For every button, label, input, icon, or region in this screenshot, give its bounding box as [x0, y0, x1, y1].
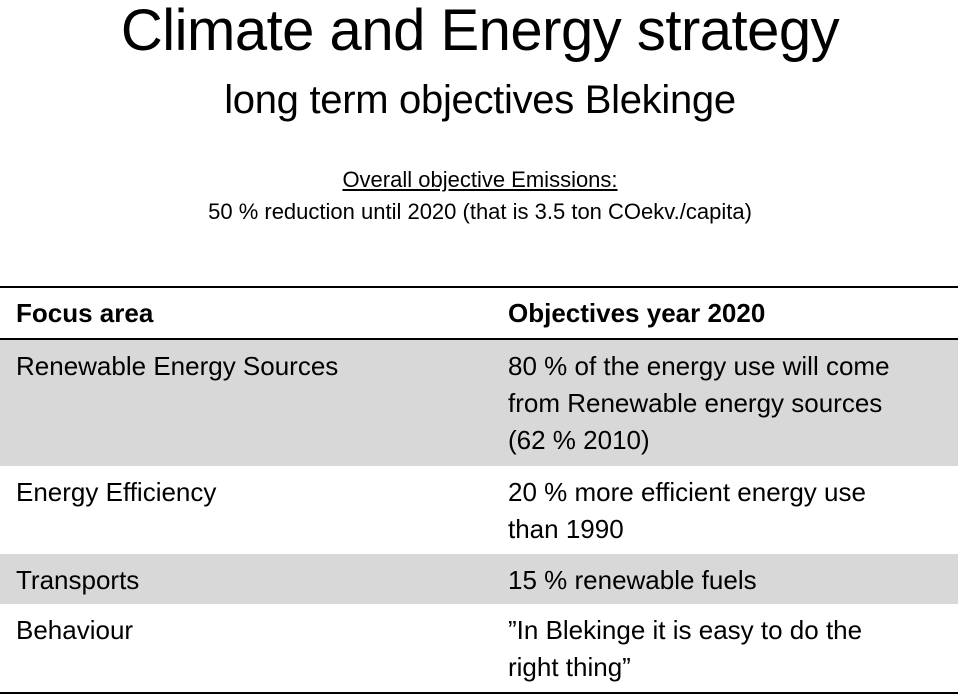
page-subtitle: long term objectives Blekinge [224, 78, 736, 122]
focus-area-cell: Energy Efficiency [16, 477, 217, 507]
objective-cell: 15 % renewable fuels [492, 554, 958, 604]
table-row: Transports 15 % renewable fuels [0, 554, 958, 604]
objective-line: 15 % renewable fuels [508, 565, 757, 595]
objective-line: ”In Blekinge it is easy to do the [508, 615, 863, 645]
objective-line: 80 % of the energy use will come [508, 351, 890, 381]
objective-line: 20 % more efficient energy use [508, 477, 866, 507]
table-row: Renewable Energy Sources 80 % of the ene… [0, 339, 958, 466]
column-header-focus-area: Focus area [0, 286, 492, 340]
objective-line: (62 % 2010) [508, 425, 650, 455]
overall-objective-text: 50 % reduction until 2020 (that is 3.5 t… [208, 199, 752, 224]
overall-objective-heading: Overall objective Emissions: [342, 167, 618, 192]
table-header-row: Focus area Objectives year 2020 [0, 286, 958, 340]
objective-line: right thing” [508, 652, 631, 682]
focus-area-cell: Behaviour [0, 604, 492, 694]
objective-cell: ”In Blekinge it is easy to do the right … [492, 604, 958, 694]
focus-area-cell: Renewable Energy Sources [16, 351, 339, 381]
page-title: Climate and Energy strategy [120, 0, 840, 63]
objective-line: than 1990 [508, 514, 624, 544]
column-header-objectives: Objectives year 2020 [492, 286, 958, 340]
objectives-table: Focus area Objectives year 2020 Renewabl… [0, 286, 958, 694]
table-row: Energy Efficiency 20 % more efficient en… [0, 466, 958, 554]
focus-area-cell: Transports [16, 565, 140, 595]
table-row: Behaviour ”In Blekinge it is easy to do … [0, 604, 958, 694]
objective-line: from Renewable energy sources [508, 388, 883, 418]
objective-cell: 20 % more efficient energy use than 1990 [492, 466, 958, 554]
objective-cell: 80 % of the energy use will come from Re… [492, 339, 958, 466]
